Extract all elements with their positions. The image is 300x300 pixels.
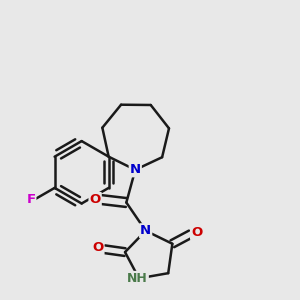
Text: N: N xyxy=(140,224,151,237)
Text: O: O xyxy=(92,241,104,254)
Text: N: N xyxy=(130,163,141,176)
Text: O: O xyxy=(191,226,202,239)
Text: F: F xyxy=(26,193,35,206)
Text: NH: NH xyxy=(127,272,148,285)
Text: O: O xyxy=(89,193,101,206)
